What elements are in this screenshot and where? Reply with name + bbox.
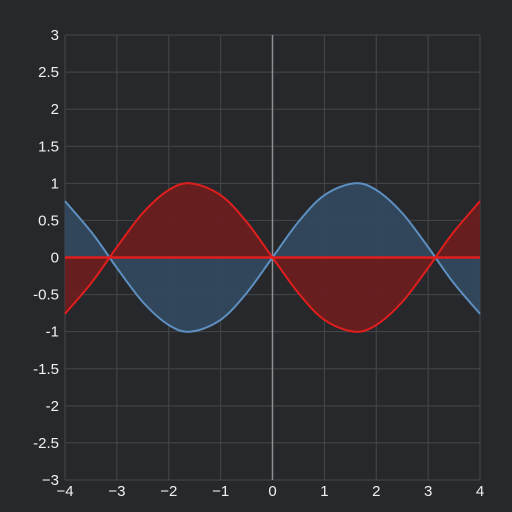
series-lines: [64, 182, 481, 333]
y-tick-label: 2.5: [38, 64, 59, 81]
y-tick-label: -2.5: [33, 435, 59, 452]
y-tick-label: 1.5: [38, 138, 59, 155]
x-tick-label: −2: [160, 483, 177, 500]
x-tick-label: −3: [108, 483, 125, 500]
y-tick-label: -0.5: [33, 287, 59, 304]
x-tick-label: −1: [212, 483, 229, 500]
x-tick-label: 4: [476, 483, 484, 500]
x-tick-label: 0: [268, 483, 276, 500]
y-tick-label: 2: [51, 101, 59, 118]
y-tick-label: 0: [51, 250, 59, 267]
x-tick-labels: −4 −3 −2 −1 0 1 2 3 4: [56, 483, 484, 500]
x-tick-label: 1: [320, 483, 328, 500]
x-tick-label: −4: [56, 483, 73, 500]
x-tick-label: 3: [424, 483, 432, 500]
y-tick-label: -1: [46, 324, 59, 341]
y-tick-label: -1.5: [33, 361, 59, 378]
y-tick-labels: 3 2.5 2 1.5 1 0.5 0 -0.5 -1 -1.5 -2 -2.5 −3: [33, 27, 59, 489]
y-tick-label: 3: [51, 27, 59, 44]
y-tick-label: 0.5: [38, 212, 59, 229]
y-tick-label: −3: [42, 472, 59, 489]
y-tick-label: 1: [51, 175, 59, 192]
y-tick-label: -2: [46, 398, 59, 415]
x-tick-label: 2: [372, 483, 380, 500]
